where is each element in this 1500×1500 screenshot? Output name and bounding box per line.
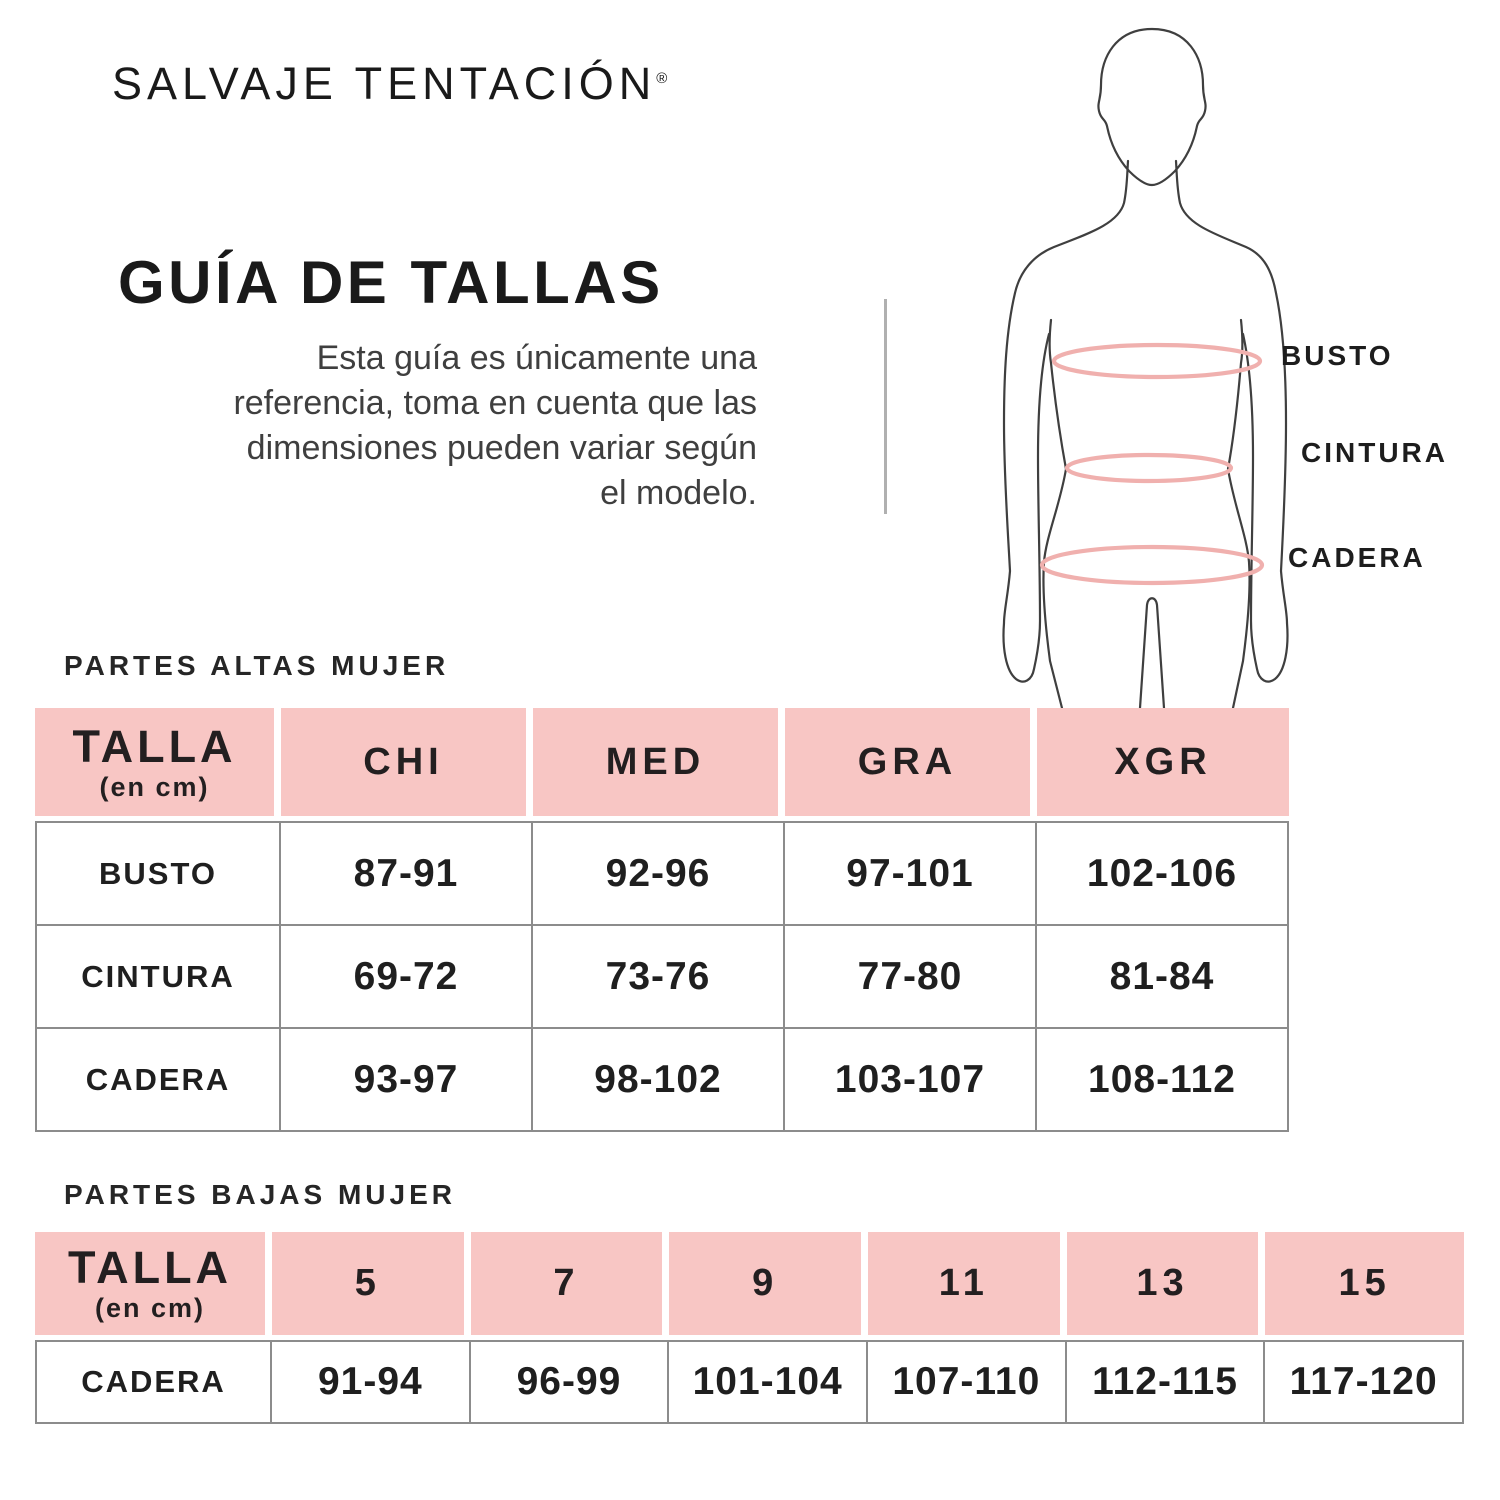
intro-line: referencia, toma en cuenta que las [233,384,757,422]
value-cell: 103-107 [785,1029,1037,1132]
value-cell: 101-104 [669,1340,868,1424]
bust-measure-ellipse [1051,342,1263,380]
size-column-header: TALLA (en cm) [35,708,281,816]
right-torso-outline [1226,318,1251,710]
bottoms-table-header: TALLA (en cm) 5 7 9 11 13 15 [35,1232,1464,1335]
intro-paragraph: Esta guía es únicamente una referencia, … [90,336,757,516]
intro-line: Esta guía es únicamente una [316,339,757,377]
tops-size-table: TALLA (en cm) CHI MED GRA XGR BUSTO 87-9… [35,708,1289,1132]
column-header-13: 13 [1066,1232,1266,1335]
left-arm-outline [1002,159,1130,683]
hip-measure-ellipse [1039,544,1265,586]
value-cell: 107-110 [868,1340,1067,1424]
intro-line: dimensiones pueden variar según [246,429,757,467]
value-cell: 69-72 [281,926,533,1029]
brand-name: SALVAJE TENTACIÓN [112,58,657,109]
column-header-5: 5 [272,1232,471,1335]
value-cell: 91-94 [272,1340,471,1424]
brand-logo: SALVAJE TENTACIÓN® [112,58,667,110]
value-cell: 73-76 [533,926,785,1029]
bottoms-table-body: CADERA 91-94 96-99 101-104 107-110 112-1… [35,1340,1464,1424]
value-cell: 96-99 [470,1340,670,1424]
row-label: CINTURA [35,926,281,1029]
value-cell: 112-115 [1066,1340,1266,1424]
bust-label: BUSTO [1281,340,1394,371]
value-cell: 102-106 [1037,821,1289,926]
column-header-11: 11 [868,1232,1067,1335]
intro-line: el modelo. [600,474,757,512]
right-arm-outline [1174,159,1289,683]
value-cell: 81-84 [1037,926,1289,1029]
row-label: CADERA [35,1029,281,1132]
row-label: BUSTO [35,821,281,926]
tops-table-body: BUSTO 87-91 92-96 97-101 102-106 CINTURA… [35,821,1289,1132]
section-title-bottoms: PARTES BAJAS MUJER [64,1179,456,1210]
female-body-figure [1002,27,1289,710]
bottoms-size-table: TALLA (en cm) 5 7 9 11 13 15 CADERA 91-9… [35,1232,1464,1424]
row-label: CADERA [35,1340,272,1424]
column-header-15: 15 [1265,1232,1464,1335]
column-header-7: 7 [470,1232,670,1335]
size-label: TALLA [72,720,237,772]
value-cell: 98-102 [533,1029,785,1132]
hip-label: CADERA [1288,542,1426,573]
column-header-chi: CHI [281,708,533,816]
size-unit: (en cm) [99,771,210,802]
value-cell: 97-101 [785,821,1037,926]
column-header-gra: GRA [785,708,1037,816]
value-cell: 87-91 [281,821,533,926]
size-unit: (en cm) [94,1293,206,1324]
vertical-divider [884,299,887,514]
leg-gap-outline [1138,597,1166,710]
value-cell: 93-97 [281,1029,533,1132]
section-title-tops: PARTES ALTAS MUJER [64,650,450,681]
tops-table-header: TALLA (en cm) CHI MED GRA XGR [35,708,1289,816]
value-cell: 108-112 [1037,1029,1289,1132]
column-header-9: 9 [669,1232,868,1335]
head-outline [1097,27,1207,187]
left-torso-outline [1042,318,1068,710]
value-cell: 117-120 [1265,1340,1464,1424]
size-label: TALLA [67,1242,233,1294]
value-cell: 92-96 [533,821,785,926]
waist-label: CINTURA [1301,437,1448,468]
value-cell: 77-80 [785,926,1037,1029]
page-title: GUÍA DE TALLAS [118,249,664,316]
waist-measure-ellipse [1064,452,1234,484]
column-header-xgr: XGR [1037,708,1289,816]
size-column-header: TALLA (en cm) [35,1232,272,1335]
registered-mark-icon: ® [656,70,668,87]
column-header-med: MED [533,708,785,816]
